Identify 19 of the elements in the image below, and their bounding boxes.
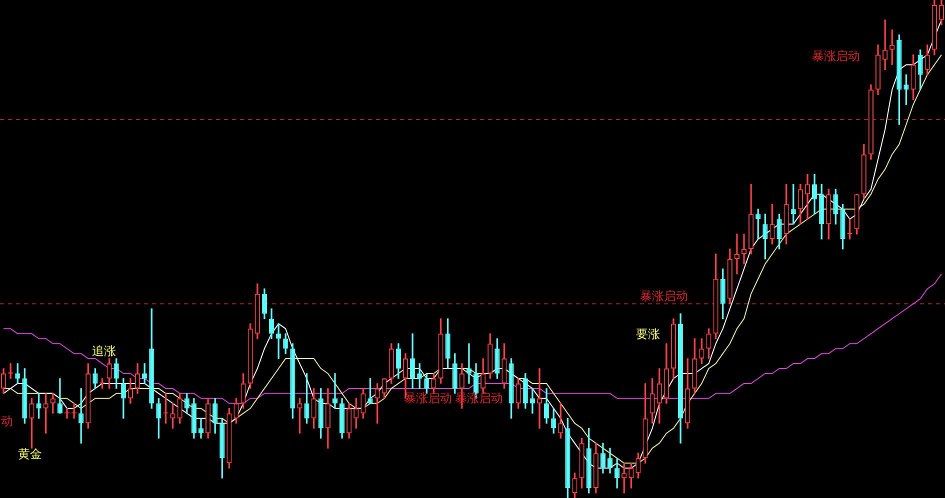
candlestick: [530, 388, 535, 414]
annotation: 动: [1, 414, 13, 428]
annotation: 暴涨启动: [640, 289, 688, 303]
candlestick: [142, 363, 148, 384]
candlestick: [8, 363, 14, 379]
annotation: 暴涨启动: [812, 49, 860, 63]
candlestick: [332, 373, 338, 409]
candlestick: [466, 343, 472, 384]
candlestick: [198, 418, 204, 439]
candlestick: [734, 234, 740, 274]
candlestick: [804, 174, 810, 220]
candlestick: [741, 234, 747, 264]
candlestick: [276, 323, 282, 359]
annotation: 追涨: [92, 344, 116, 358]
annotation: 黄金: [18, 447, 42, 461]
candlestick: [882, 20, 888, 70]
annotation: 暴涨启动: [404, 391, 452, 405]
candlestick: [536, 368, 542, 429]
annotation: 要涨: [636, 327, 660, 341]
